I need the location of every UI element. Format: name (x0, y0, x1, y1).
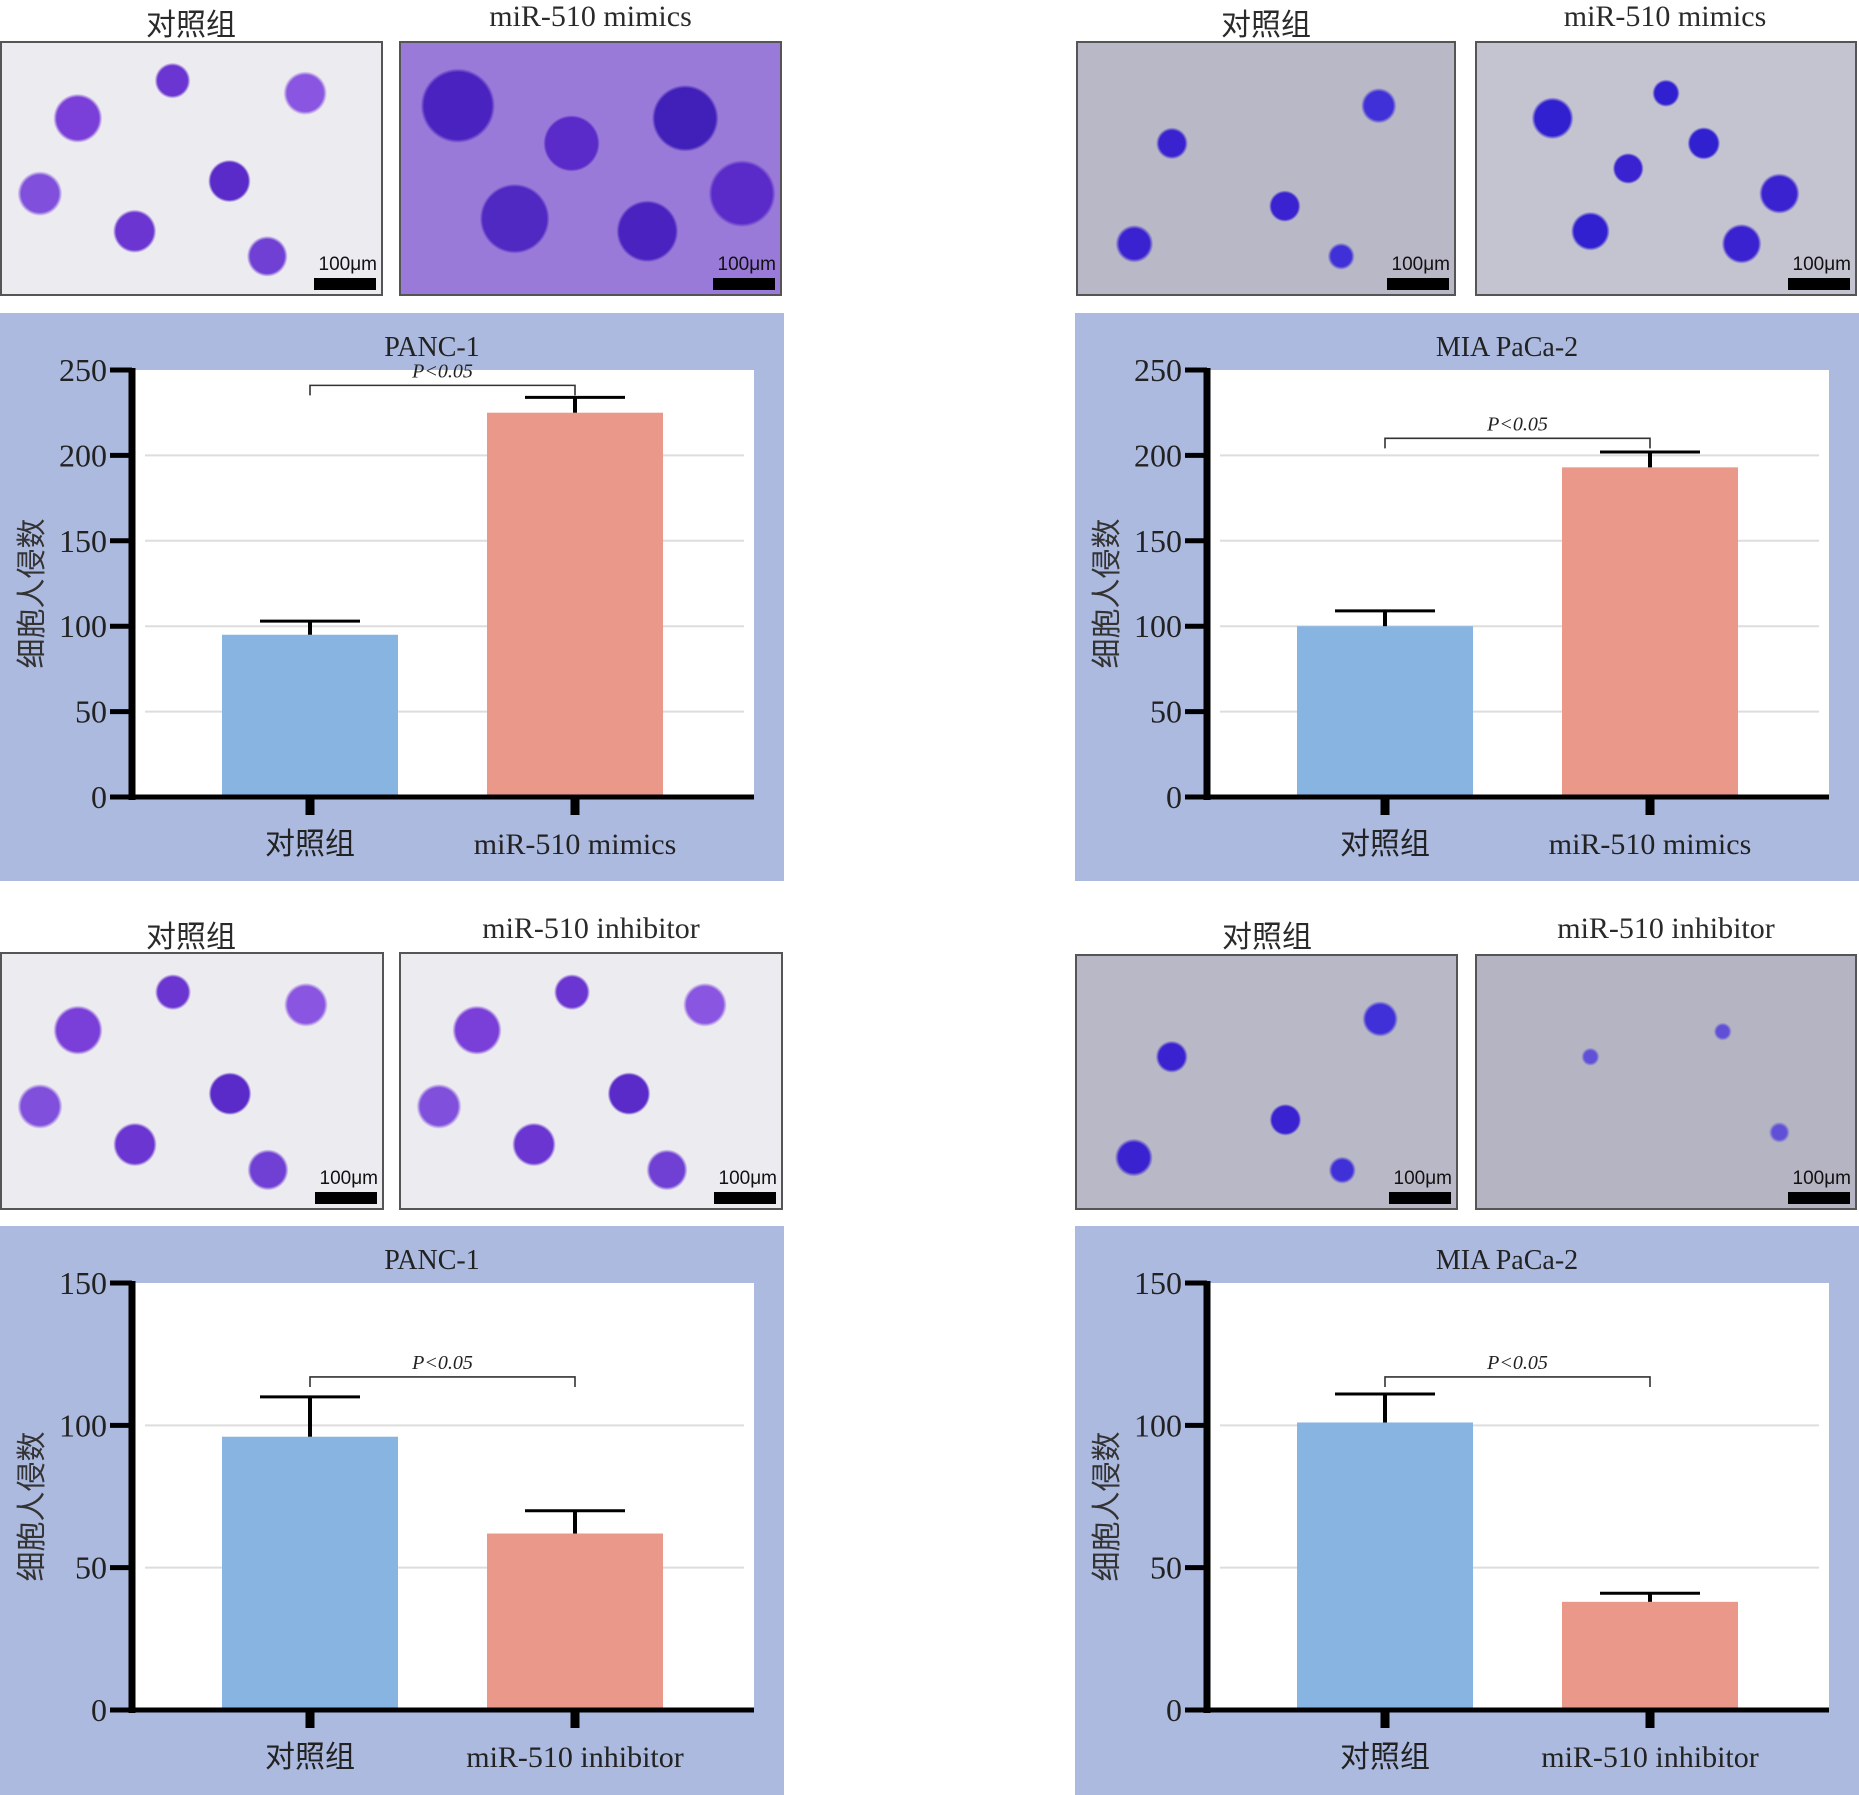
micrograph-image: 100μm (1075, 954, 1458, 1210)
bar-treatment (487, 1533, 663, 1710)
chart-panel-panc1-inhibitor: PANC-1 P<0.05 0 50 100 150 对照组 miR-510 inhibito… (0, 1226, 784, 1795)
x-tick-label: 对照组 (1340, 1741, 1430, 1774)
scale-bar (315, 1192, 377, 1204)
y-tick-label: 250 (59, 352, 107, 388)
x-tick-label: miR-510 mimics (474, 828, 677, 861)
significance-label: P<0.05 (1486, 413, 1548, 435)
significance-label: P<0.05 (1486, 1352, 1548, 1374)
chart-title: MIA PaCa-2 (1436, 1245, 1578, 1276)
bar-chart: PANC-1P<0.05 0 50 100 150 200 250 对照组 miR-510 mi… (16, 332, 754, 861)
micrograph-label: miR-510 inhibitor (1557, 912, 1775, 945)
chart-title: MIA PaCa-2 (1436, 332, 1578, 363)
scale-bar (1389, 1192, 1451, 1204)
y-tick-label: 200 (1134, 437, 1182, 473)
significance-label: P<0.05 (411, 1352, 473, 1374)
x-tick-label: miR-510 inhibitor (466, 1741, 684, 1774)
bar-control (1297, 626, 1473, 797)
significance-label: P<0.05 (411, 360, 473, 382)
y-tick-label: 150 (1134, 1265, 1182, 1301)
bar-control (1297, 1422, 1473, 1710)
x-tick-label: miR-510 inhibitor (1541, 1741, 1759, 1774)
micrograph-image: 100μm (1475, 954, 1857, 1210)
bar-treatment (1562, 467, 1738, 797)
micrograph-image: 100μm (1475, 41, 1857, 296)
micrograph-label: miR-510 mimics (489, 0, 692, 33)
chart-title: PANC-1 (384, 1245, 479, 1276)
micrograph-label: miR-510 inhibitor (482, 912, 700, 945)
y-tick-label: 0 (91, 779, 107, 815)
significance-bracket (309, 1376, 576, 1387)
x-tick-label: miR-510 mimics (1549, 828, 1752, 861)
significance-bracket (309, 384, 576, 396)
y-tick-label: 100 (59, 608, 107, 644)
y-tick-label: 150 (59, 523, 107, 559)
y-tick-label: 100 (1134, 1407, 1182, 1443)
y-tick-label: 0 (1166, 1692, 1182, 1728)
scale-bar-label: 100μm (1792, 254, 1851, 275)
micrograph-image: 100μm (1076, 41, 1456, 296)
y-tick-label: 0 (1166, 779, 1182, 815)
micrograph-label: 对照组 (1222, 921, 1312, 954)
y-axis-label: 细胞人侵数 (1091, 1432, 1124, 1582)
y-axis-label: 细胞人侵数 (16, 1432, 49, 1582)
bar-control (222, 1436, 398, 1710)
scale-bar-label: 100μm (717, 254, 776, 275)
y-tick-label: 100 (1134, 608, 1182, 644)
y-tick-label: 150 (1134, 523, 1182, 559)
significance-bracket (1384, 1376, 1651, 1387)
y-tick-label: 0 (91, 1692, 107, 1728)
scale-bar (1788, 278, 1850, 290)
scale-bar-label: 100μm (319, 1168, 378, 1189)
scale-bar-label: 100μm (318, 254, 377, 275)
micrograph-label: 对照组 (146, 9, 236, 42)
bar-chart: MIA PaCa-2 P<0.05 0 50 100 150 对照组 miR-510 inhi… (1091, 1245, 1829, 1774)
x-tick-label: 对照组 (265, 828, 355, 861)
scale-bar-label: 100μm (1391, 254, 1450, 275)
bar-treatment (487, 412, 663, 797)
bar-chart: MIA PaCa-2 P<0.05 0 50 100 150 200 250 对照组 miR-51… (1091, 332, 1829, 861)
scale-bar-label: 100μm (1792, 1168, 1851, 1189)
y-tick-label: 50 (1150, 1550, 1182, 1586)
micrograph-label: 对照组 (1221, 9, 1311, 42)
y-axis-label: 细胞人侵数 (16, 519, 49, 669)
bar-chart: PANC-1 P<0.05 0 50 100 150 对照组 miR-510 inhibito… (16, 1245, 754, 1774)
scale-bar (1788, 1192, 1850, 1204)
micrograph-label: miR-510 mimics (1563, 0, 1767, 33)
bar-treatment (1562, 1601, 1738, 1710)
scale-bar-label: 100μm (718, 1168, 777, 1189)
x-tick-label: 对照组 (265, 1741, 355, 1774)
micrograph-image: 100μm (399, 41, 782, 296)
micrograph-image: 100μm (399, 952, 783, 1210)
scale-bar (714, 1192, 776, 1204)
y-tick-label: 250 (1134, 352, 1182, 388)
bar-control (222, 634, 398, 797)
micrograph-label: 对照组 (146, 921, 236, 954)
scale-bar (1387, 278, 1449, 290)
chart-panel-panc1-mimics: PANC-1 P<0.05 0 50 100 150 200 250 对照组 miR-510 mi… (0, 313, 784, 881)
scale-bar (713, 278, 775, 290)
y-tick-label: 150 (59, 1265, 107, 1301)
y-tick-label: 50 (75, 694, 107, 730)
chart-title: PANC-1 (384, 332, 479, 363)
y-tick-label: 50 (1150, 694, 1182, 730)
y-axis-label: 细胞人侵数 (1091, 519, 1124, 669)
micrograph-image: 100μm (0, 952, 384, 1210)
y-tick-label: 200 (59, 437, 107, 473)
y-tick-label: 50 (75, 1550, 107, 1586)
significance-bracket (1384, 437, 1651, 449)
scale-bar (314, 278, 376, 290)
y-tick-label: 100 (59, 1407, 107, 1443)
x-tick-label: 对照组 (1340, 828, 1430, 861)
micrograph-image: 100μm (0, 41, 383, 296)
chart-panel-miapaca2-inhibitor: MIA PaCa-2 P<0.05 0 50 100 150 对照组 miR-510 inhi… (1075, 1226, 1859, 1795)
chart-panel-miapaca2-mimics: MIA PaCa-2 P<0.05 0 50 100 150 200 250 对照组 miR-51… (1075, 313, 1859, 881)
scale-bar-label: 100μm (1393, 1168, 1452, 1189)
